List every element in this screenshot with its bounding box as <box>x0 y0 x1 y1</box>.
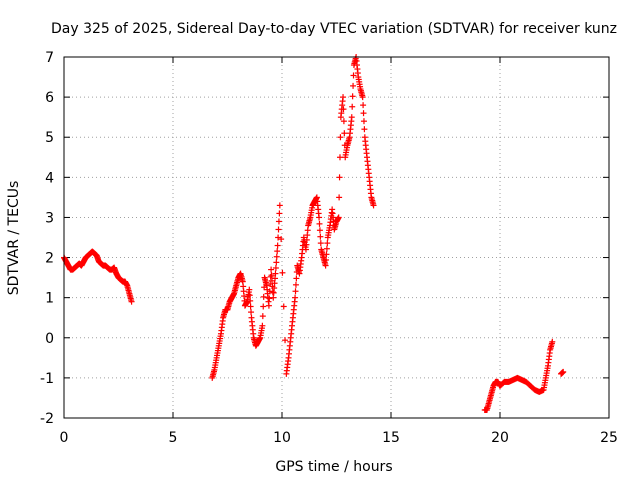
chart-title: Day 325 of 2025, Sidereal Day-to-day VTE… <box>51 21 617 37</box>
data-points <box>61 54 567 413</box>
data-point <box>272 270 279 277</box>
data-point <box>337 134 344 141</box>
data-point <box>265 302 272 309</box>
data-point <box>248 309 255 316</box>
data-point <box>323 245 330 252</box>
data-point <box>292 294 299 301</box>
y-tick-label: 3 <box>45 210 54 226</box>
data-point <box>349 103 356 110</box>
data-point <box>324 240 331 247</box>
data-point <box>370 202 377 209</box>
data-point <box>359 94 366 101</box>
y-tick-label: 4 <box>45 170 54 186</box>
data-point <box>292 288 299 295</box>
data-point <box>269 289 276 296</box>
data-point <box>282 337 289 344</box>
data-point <box>323 256 330 263</box>
data-point <box>350 72 357 79</box>
y-tick-label: 7 <box>45 50 54 66</box>
data-point <box>268 272 275 279</box>
data-point <box>361 126 368 133</box>
data-point <box>268 266 275 273</box>
y-tick-label: 1 <box>45 291 54 307</box>
data-point <box>340 94 347 101</box>
data-point <box>259 313 266 320</box>
data-point <box>275 218 282 225</box>
data-point <box>292 281 299 288</box>
data-point <box>336 194 343 201</box>
y-axis-label: SDTVAR / TECUs <box>6 181 22 296</box>
data-point <box>273 253 280 260</box>
data-point <box>273 259 280 266</box>
data-point <box>316 227 323 234</box>
y-tick-label: 6 <box>45 90 54 106</box>
data-point <box>348 114 355 121</box>
data-point <box>322 262 329 269</box>
data-point <box>360 102 367 109</box>
data-point <box>128 298 135 305</box>
data-point <box>349 93 356 100</box>
y-tick-label: -2 <box>40 411 54 427</box>
data-point <box>280 303 287 310</box>
x-axis-label: GPS time / hours <box>275 459 392 475</box>
y-tick-label: 5 <box>45 130 54 146</box>
data-point <box>360 110 367 117</box>
data-point <box>272 264 279 271</box>
data-point <box>336 154 343 161</box>
data-point <box>317 240 324 247</box>
x-tick-label: 0 <box>60 430 69 446</box>
x-tick-label: 15 <box>382 430 400 446</box>
data-point <box>360 118 367 125</box>
data-point <box>247 303 254 310</box>
data-point <box>340 106 347 113</box>
y-tick-label: 2 <box>45 251 54 267</box>
data-point <box>275 226 282 233</box>
data-point <box>274 248 281 255</box>
data-point <box>316 220 323 227</box>
data-point <box>266 295 273 302</box>
y-tick-label: 0 <box>45 331 54 347</box>
grid-layer <box>64 57 609 418</box>
data-point <box>260 303 267 310</box>
data-point <box>274 242 281 249</box>
data-point <box>293 275 300 282</box>
data-point <box>278 236 285 243</box>
data-point <box>279 269 286 276</box>
data-point <box>246 292 253 299</box>
data-point <box>336 174 343 181</box>
data-point <box>317 233 324 240</box>
data-point <box>560 368 567 375</box>
data-point <box>246 286 253 293</box>
data-point <box>260 293 267 300</box>
data-point <box>350 82 357 89</box>
y-tick-label: -1 <box>40 371 54 387</box>
x-tick-label: 5 <box>169 430 178 446</box>
x-tick-label: 20 <box>491 430 509 446</box>
data-point <box>259 322 266 329</box>
data-point <box>275 234 282 241</box>
data-point <box>247 297 254 304</box>
data-point <box>323 251 330 258</box>
x-tick-label: 25 <box>600 430 618 446</box>
data-point <box>316 214 323 221</box>
data-point <box>341 130 348 137</box>
data-point <box>335 214 342 221</box>
plot-frame <box>63 56 610 419</box>
data-point <box>276 210 283 217</box>
x-tick-label: 10 <box>273 430 291 446</box>
data-point <box>266 288 273 295</box>
data-point <box>340 118 347 125</box>
data-point <box>276 202 283 209</box>
data-point <box>549 338 556 345</box>
